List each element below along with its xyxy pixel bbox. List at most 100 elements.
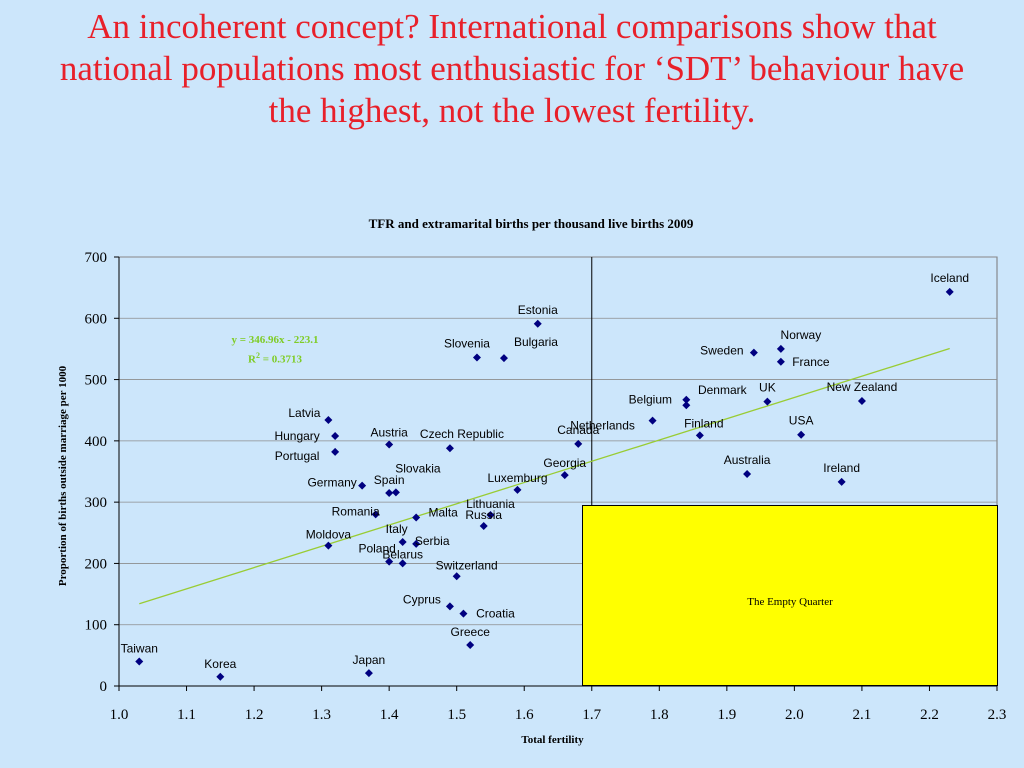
x-tick-label: 2.2: [920, 707, 939, 723]
point-label: Iceland: [930, 271, 969, 285]
point-greece: [466, 640, 475, 649]
point-hungary: [331, 431, 340, 440]
point-belarus: [398, 559, 407, 568]
point-portugal: [331, 447, 340, 456]
y-tick-label: 600: [85, 311, 108, 327]
point-iceland: [945, 287, 954, 296]
x-tick-label: 1.8: [650, 707, 669, 723]
point-france: [776, 357, 785, 366]
y-tick-label: 400: [85, 434, 108, 450]
point-uk: [763, 397, 772, 406]
point-belgium: [682, 401, 691, 410]
point-label: Japan: [353, 653, 386, 667]
point-estonia: [533, 319, 542, 328]
point-cyprus: [445, 602, 454, 611]
point-label: Sweden: [700, 344, 743, 358]
point-label: Germany: [307, 476, 356, 490]
y-tick-label: 100: [85, 618, 108, 634]
point-label: Russia: [465, 508, 502, 522]
point-label: Denmark: [698, 383, 748, 397]
point-label: New Zealand: [827, 380, 898, 394]
point-russia: [479, 522, 488, 531]
point-label: Luxemburg: [487, 471, 547, 485]
x-tick-label: 2.0: [785, 707, 804, 723]
point-slovakia: [391, 488, 400, 497]
point-malta: [412, 513, 421, 522]
point-label: Spain: [374, 473, 405, 487]
point-label: Lithuania: [466, 497, 515, 511]
point-japan: [364, 669, 373, 678]
x-tick-label: 1.9: [717, 707, 736, 723]
x-axis-label: Total fertility: [521, 734, 584, 746]
y-tick-label: 700: [85, 250, 108, 266]
point-label: Cyprus: [403, 592, 441, 606]
x-tick-label: 2.1: [853, 707, 872, 723]
point-label: Finland: [684, 416, 723, 430]
point-label: Croatia: [476, 607, 515, 621]
point-serbia: [412, 539, 421, 548]
point-korea: [216, 672, 225, 681]
point-label: Austria: [370, 426, 408, 440]
point-label: Romania: [332, 504, 380, 518]
point-bulgaria: [499, 354, 508, 363]
point-croatia: [459, 609, 468, 618]
point-taiwan: [135, 657, 144, 666]
point-switzerland: [452, 572, 461, 581]
y-tick-labels: 0 100 200 300 400 500 600 700: [85, 250, 108, 695]
point-australia: [743, 469, 752, 478]
point-label: Malta: [428, 505, 458, 519]
point-usa: [797, 430, 806, 439]
point-label: Poland: [358, 542, 395, 556]
point-denmark: [682, 395, 691, 404]
point-label: Estonia: [518, 303, 558, 317]
point-label: Italy: [386, 522, 408, 536]
point-slovenia: [472, 353, 481, 362]
point-romania: [371, 510, 380, 519]
point-poland: [385, 557, 394, 566]
x-tick-label: 1.3: [312, 707, 331, 723]
x-tick-label: 2.3: [988, 707, 1007, 723]
point-finland: [695, 431, 704, 440]
r2-superscript: 2: [255, 351, 260, 360]
point-label: Norway: [781, 328, 822, 342]
x-tick-label: 1.7: [582, 707, 601, 723]
point-label: Belarus: [382, 547, 423, 561]
point-label: Taiwan: [121, 641, 158, 655]
point-label: Hungary: [274, 429, 319, 443]
point-label: UK: [759, 381, 776, 395]
point-latvia: [324, 416, 333, 425]
point-ireland: [837, 477, 846, 486]
point-label: Slovakia: [395, 461, 441, 475]
empty-quarter-label: The Empty Quarter: [747, 596, 833, 608]
x-tick-label: 1.2: [245, 707, 264, 723]
r-squared: R2 = 0.3713: [200, 348, 350, 368]
trendline: [139, 347, 950, 605]
point-norway: [776, 344, 785, 353]
point-spain: [385, 488, 394, 497]
point-label: France: [792, 355, 830, 369]
y-tick-label: 200: [85, 556, 108, 572]
point-netherlands: [648, 416, 657, 425]
point-luxemburg: [513, 485, 522, 494]
x-tick-label: 1.1: [177, 707, 196, 723]
point-lithuania: [486, 511, 495, 520]
point-label: Ireland: [823, 461, 860, 475]
point-label: Slovenia: [444, 337, 490, 351]
y-axis-label: Proportion of births outside marriage pe…: [57, 365, 69, 587]
regression-equation: y = 346.96x - 223.1: [231, 334, 319, 346]
x-tick-label: 1.0: [110, 707, 129, 723]
r2-prefix: R: [248, 353, 256, 366]
point-label: Korea: [204, 657, 236, 671]
point-label: Switzerland: [436, 558, 498, 572]
r2-value: = 0.3713: [259, 353, 302, 366]
point-georgia: [560, 471, 569, 480]
point-label: Netherlands: [570, 419, 635, 433]
point-label: Georgia: [543, 456, 586, 470]
x-tick-label: 1.6: [515, 707, 534, 723]
point-austria: [385, 440, 394, 449]
y-tick-label: 300: [85, 495, 108, 511]
chart-title: TFR and extramarital births per thousand…: [368, 216, 694, 231]
point-label: Serbia: [415, 534, 450, 548]
point-label: Greece: [451, 625, 491, 639]
point-sweden: [749, 348, 758, 357]
